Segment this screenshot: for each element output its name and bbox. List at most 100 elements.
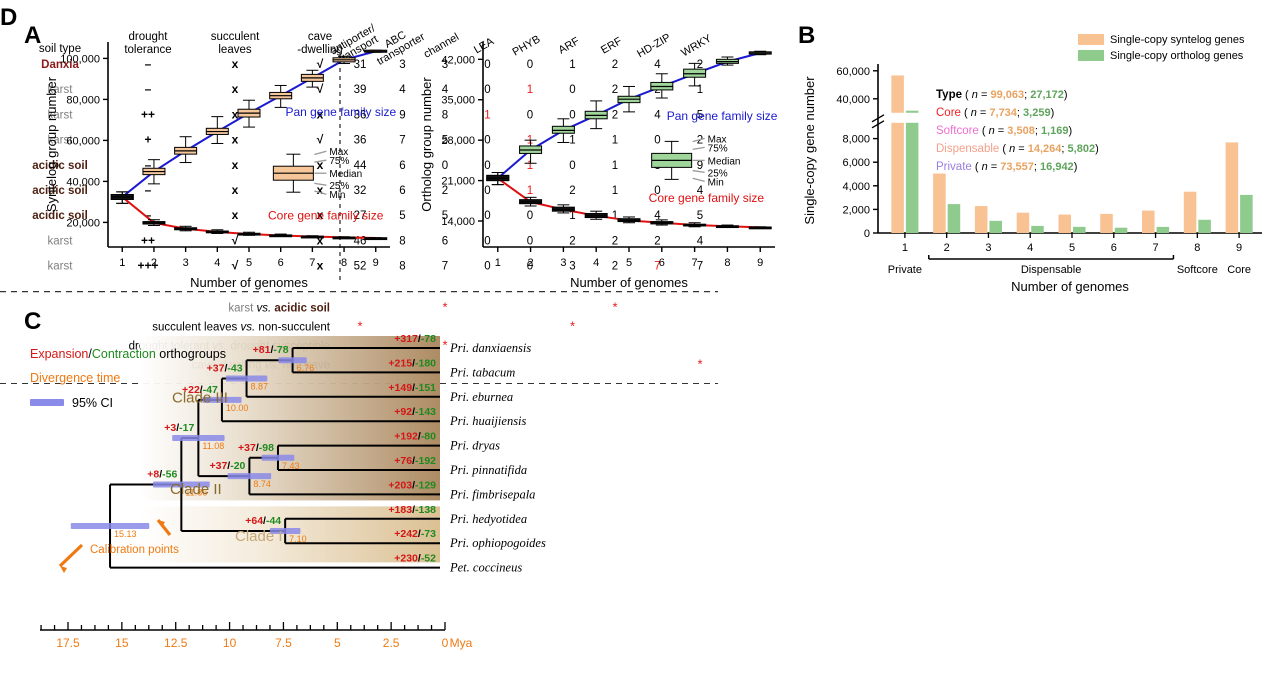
x-tick-label: 4 (593, 257, 599, 269)
bar (1114, 227, 1128, 233)
bar (891, 75, 904, 113)
y-tick-label: 6,000 (842, 157, 870, 169)
taxon-name: Pri. hedyotidea (449, 512, 527, 526)
bar (905, 110, 919, 113)
gene-count-cell: 5 (442, 210, 448, 222)
x-axis-title: Number of genomes (190, 275, 308, 290)
tip-expansion-contraction: +183/-138 (388, 504, 436, 516)
gene-count-cell: 1 (569, 210, 575, 222)
gene-count-cell: 7 (442, 261, 448, 273)
trait-cell: – (145, 82, 152, 96)
time-axis-tick: 10 (223, 636, 237, 650)
taxon-name: Pri. tabacum (449, 365, 515, 379)
trait-column-header: cave (308, 31, 332, 43)
trait-cell: – (145, 57, 152, 71)
svg-text:75%: 75% (329, 156, 349, 167)
trait-cell: √ (232, 259, 239, 273)
box-plot-marker (269, 233, 293, 238)
gene-count-cell: 7 (399, 135, 405, 147)
trait-cell: x (232, 57, 239, 71)
x-tick-label: 1 (119, 257, 125, 269)
legend-divergence-time: Divergence time (30, 371, 120, 385)
x-axis-title: Number of genomes (570, 275, 688, 290)
bar (1183, 191, 1197, 233)
panel-b-chart: 0 2,000 4,000 6,000 8,000 40,000 60,000 Single-… (800, 30, 1268, 305)
time-axis-tick: 15 (115, 636, 129, 650)
gene-count-cell: 0 (484, 185, 490, 197)
gene-count-cell: 1 (612, 160, 618, 172)
node-expansion-contraction: +81/-78 (253, 344, 289, 356)
gene-count-cell: 0 (527, 235, 533, 247)
time-axis-unit: Mya (450, 636, 473, 650)
significance-star: * (697, 357, 702, 372)
calibration-arrow (58, 543, 84, 568)
gene-count-cell: 1 (527, 185, 533, 197)
taxon-name: Pet. coccineus (449, 561, 522, 575)
panel-a-left-chart: 20,000 40,000 60,000 80,000 100,000 1 2 3 4 5 6 7 8 9… (40, 30, 400, 305)
divergence-time-label: 10.00 (226, 403, 249, 413)
trait-cell: x (232, 158, 239, 172)
gene-count-cell: 0 (484, 59, 490, 71)
legend-swatch (1078, 34, 1104, 45)
box-plot-marker (142, 219, 166, 226)
trait-cell: x (232, 208, 239, 222)
trait-cell: +++ (137, 259, 158, 273)
box-plot-marker (551, 204, 575, 214)
tip-expansion-contraction: +192/-80 (394, 431, 436, 443)
box-plot-marker (617, 216, 641, 224)
panel-c-tree: +81/-78 6.76 +37/-43 8.87 +22/-47 10.00 +3/-17… (20, 330, 550, 680)
legend-swatch (1078, 50, 1104, 61)
gene-count-cell: 5 (442, 135, 448, 147)
trait-cell: – (145, 183, 152, 197)
gene-count-cell: 39 (354, 84, 367, 96)
x-tick-label: 3 (560, 257, 566, 269)
gene-count-cell: 2 (612, 261, 618, 273)
divergence-time-label: 6.76 (297, 363, 315, 373)
confidence-interval-bar (172, 434, 225, 441)
gene-count-cell: 1 (697, 84, 703, 96)
clade-background-1 (140, 506, 440, 563)
time-axis-tick: 5 (334, 636, 341, 650)
x-tick-label: 9 (757, 257, 763, 269)
bar (1156, 226, 1170, 233)
core-gene-family-label: Core gene family size (649, 191, 765, 205)
node-expansion-contraction: +37/-98 (238, 442, 274, 454)
gene-count-cell: 2 (442, 185, 448, 197)
x-tick-label: 5 (626, 257, 632, 269)
panel-a-label: A (24, 22, 42, 49)
y-axis-title: Syntelog group number (44, 76, 59, 212)
gene-count-cell: 2 (697, 59, 703, 71)
tip-expansion-contraction: +76/-192 (394, 455, 436, 467)
y-tick-label: 40,000 (66, 176, 100, 188)
gene-count-cell: 2 (612, 59, 618, 71)
taxon-name: Pri. eburnea (449, 390, 513, 404)
box-plot-marker (269, 84, 293, 108)
gene-count-cell: 4 (654, 210, 661, 222)
bar (974, 206, 988, 233)
gene-count-cell: 2 (569, 185, 575, 197)
type-annotation: Core ( n = 7,734; 3,259) (936, 107, 1054, 119)
y-tick-label: 28,000 (441, 135, 475, 147)
soil-type-cell: karst (48, 109, 74, 121)
trait-cell: x (317, 183, 324, 197)
legend-ci-swatch (30, 399, 64, 406)
gene-count-cell: 44 (354, 160, 367, 172)
box-plot-marker (205, 116, 229, 144)
trait-column-header-line2: -dwelling (297, 44, 342, 56)
core-gene-family-label: Core gene family size (268, 208, 384, 222)
legend-ci-label: 95% CI (72, 396, 113, 410)
gene-count-cell: 3 (399, 59, 405, 71)
trait-cell: x (232, 133, 239, 147)
type-annotation: Softcore ( n = 3,508; 1,169) (936, 125, 1072, 137)
y-tick-label: 40,000 (836, 94, 870, 106)
time-axis-tick: 0 (442, 636, 449, 650)
gene-count-cell: 8 (399, 261, 405, 273)
type-annotation: Private ( n = 73,557; 16,942) (936, 161, 1077, 173)
gene-count-cell: 1 (569, 59, 575, 71)
significance-star: * (442, 300, 447, 315)
box-plot-marker (237, 231, 261, 236)
y-tick-label: 60,000 (66, 135, 100, 147)
panel-c-label: C (24, 308, 42, 335)
x-tick-label: 5 (246, 257, 252, 269)
